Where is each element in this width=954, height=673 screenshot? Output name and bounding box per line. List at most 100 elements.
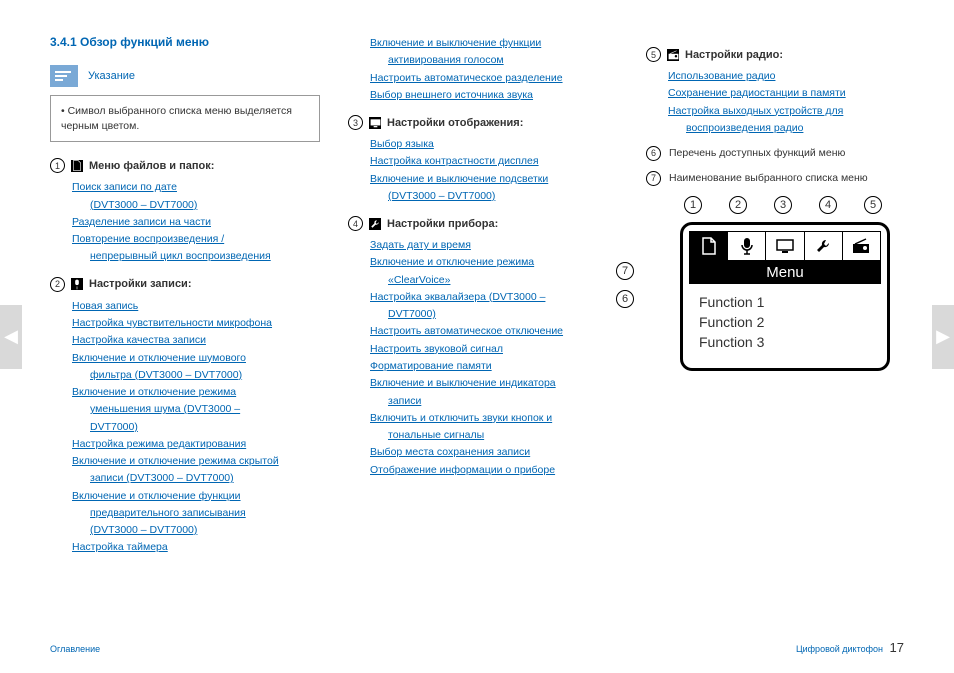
link[interactable]: тональные сигналы xyxy=(370,427,618,443)
link[interactable]: Настроить автоматическое разделение xyxy=(370,70,618,86)
link[interactable]: Включение и отключение режима скрытой xyxy=(72,453,320,469)
link[interactable]: активирования голосом xyxy=(370,52,618,68)
link[interactable]: (DVT3000 – DVT7000) xyxy=(72,197,320,213)
link[interactable]: непрерывный цикл воспроизведения xyxy=(72,248,320,264)
column-1: 3.4.1 Обзор функций меню Указание • Симв… xyxy=(50,35,320,557)
link[interactable]: Новая запись xyxy=(72,298,320,314)
note-icon xyxy=(50,65,78,87)
link[interactable]: записи xyxy=(370,393,618,409)
col2-top-links: Включение и выключение функцииактивирова… xyxy=(348,35,618,103)
link[interactable]: фильтра (DVT3000 – DVT7000) xyxy=(72,367,320,383)
link[interactable]: Повторение воспроизведения / xyxy=(72,231,320,247)
note-header: Указание xyxy=(50,61,320,95)
group-links: Выбор языкаНастройка контрастности диспл… xyxy=(348,136,618,204)
group-title: Настройки отображения: xyxy=(387,117,523,129)
link[interactable]: Форматирование памяти xyxy=(370,358,618,374)
device-frame: Menu Function 1Function 2Function 3 xyxy=(680,222,890,371)
link[interactable]: Настройка контрастности дисплея xyxy=(370,153,618,169)
tab-mic-icon xyxy=(728,232,765,260)
link[interactable]: Настроить звуковой сигнал xyxy=(370,341,618,357)
link[interactable]: (DVT3000 – DVT7000) xyxy=(370,188,618,204)
link[interactable]: предварительного записывания xyxy=(72,505,320,521)
link[interactable]: Включение и отключение режима xyxy=(370,254,618,270)
link[interactable]: Настройка таймера xyxy=(72,539,320,555)
page-footer: Оглавление Цифровой диктофон 17 xyxy=(50,640,904,655)
arrow-left-icon: ◀ xyxy=(4,326,18,347)
group-links: Новая записьНастройка чувствительности м… xyxy=(50,298,320,556)
item-number: 7 xyxy=(646,171,661,186)
note-label: Указание xyxy=(88,70,135,82)
link[interactable]: Настроить автоматическое отключение xyxy=(370,323,618,339)
link[interactable]: Включение и выключение индикатора xyxy=(370,375,618,391)
footer-left-text: Оглавление xyxy=(50,644,100,654)
link[interactable]: уменьшения шума (DVT3000 – xyxy=(72,401,320,417)
tab-radio-icon xyxy=(843,232,880,260)
wrench-icon xyxy=(369,218,381,230)
item-number: 6 xyxy=(646,146,661,161)
group-head: 4Настройки прибора: xyxy=(348,216,618,231)
diagram-num: 4 xyxy=(819,196,837,214)
link[interactable]: записи (DVT3000 – DVT7000) xyxy=(72,470,320,486)
mic-icon xyxy=(71,278,83,290)
link[interactable]: Выбор языка xyxy=(370,136,618,152)
group-number: 5 xyxy=(646,47,661,62)
link[interactable]: Включение и выключение функции xyxy=(370,35,618,51)
diagram-num: 7 xyxy=(616,262,634,280)
file-icon xyxy=(71,160,83,172)
footer-right: Цифровой диктофон 17 xyxy=(796,640,904,655)
link[interactable]: Сохранение радиостанции в памяти xyxy=(668,85,936,101)
link[interactable]: Настройка режима редактирования xyxy=(72,436,320,452)
diagram-num: 3 xyxy=(774,196,792,214)
prev-page-arrow[interactable]: ◀ xyxy=(0,305,22,369)
link[interactable]: воспроизведения радио xyxy=(668,120,936,136)
section-title: 3.4.1 Обзор функций меню xyxy=(50,35,320,49)
device-function-list: Function 1Function 2Function 3 xyxy=(689,284,881,362)
page-content: 3.4.1 Обзор функций меню Указание • Симв… xyxy=(0,0,954,577)
link[interactable]: (DVT3000 – DVT7000) xyxy=(72,522,320,538)
group-number: 1 xyxy=(50,158,65,173)
group-title: Настройки прибора: xyxy=(387,218,498,230)
link[interactable]: DVT7000) xyxy=(72,419,320,435)
link[interactable]: Разделение записи на части xyxy=(72,214,320,230)
link[interactable]: DVT7000) xyxy=(370,306,618,322)
link[interactable]: Выбор внешнего источника звука xyxy=(370,87,618,103)
group-links: Задать дату и времяВключение и отключени… xyxy=(348,237,618,478)
footer-right-text: Цифровой диктофон xyxy=(796,644,883,654)
link[interactable]: Выбор места сохранения записи xyxy=(370,444,618,460)
group-number: 2 xyxy=(50,277,65,292)
group-links: Использование радиоСохранение радиостанц… xyxy=(646,68,936,136)
group-head: 5Настройки радио: xyxy=(646,47,936,62)
diagram-num: 6 xyxy=(616,290,634,308)
link[interactable]: «ClearVoice» xyxy=(370,272,618,288)
link[interactable]: Задать дату и время xyxy=(370,237,618,253)
link[interactable]: Включение и отключение шумового xyxy=(72,350,320,366)
note-box: Указание • Символ выбранного списка меню… xyxy=(50,61,320,142)
link[interactable]: Отображение информации о приборе xyxy=(370,462,618,478)
tab-wrench-icon xyxy=(805,232,842,260)
function-item: Function 1 xyxy=(699,292,871,312)
link[interactable]: Включение и отключение режима xyxy=(72,384,320,400)
link[interactable]: Включение и выключение подсветки xyxy=(370,171,618,187)
arrow-right-icon: ▶ xyxy=(936,326,950,347)
diagram-num: 1 xyxy=(684,196,702,214)
group-links: Поиск записи по дате (DVT3000 – DVT7000)Р… xyxy=(50,179,320,264)
item-text: Перечень доступных функций меню xyxy=(669,146,845,161)
link[interactable]: Включить и отключить звуки кнопок и xyxy=(370,410,618,426)
group-title: Меню файлов и папок: xyxy=(89,160,214,172)
diagram-top-numbers: 12345 xyxy=(646,196,936,214)
group-number: 3 xyxy=(348,115,363,130)
diagram-num: 5 xyxy=(864,196,882,214)
group-head: 3 Настройки отображения: xyxy=(348,115,618,130)
link[interactable]: Поиск записи по дате xyxy=(72,179,320,195)
tab-file-icon xyxy=(690,232,727,260)
link[interactable]: Настройка чувствительности микрофона xyxy=(72,315,320,331)
footer-left[interactable]: Оглавление xyxy=(50,644,100,654)
link[interactable]: Настройка выходных устройств для xyxy=(668,103,936,119)
link[interactable]: Настройка качества записи xyxy=(72,332,320,348)
item-text: Наименование выбранного списка меню xyxy=(669,171,868,186)
link[interactable]: Включение и отключение функции xyxy=(72,488,320,504)
link[interactable]: Настройка эквалайзера (DVT3000 – xyxy=(370,289,618,305)
plain-item: 6 Перечень доступных функций меню xyxy=(646,146,936,161)
link[interactable]: Использование радио xyxy=(668,68,936,84)
group-head: 1 Меню файлов и папок: xyxy=(50,158,320,173)
